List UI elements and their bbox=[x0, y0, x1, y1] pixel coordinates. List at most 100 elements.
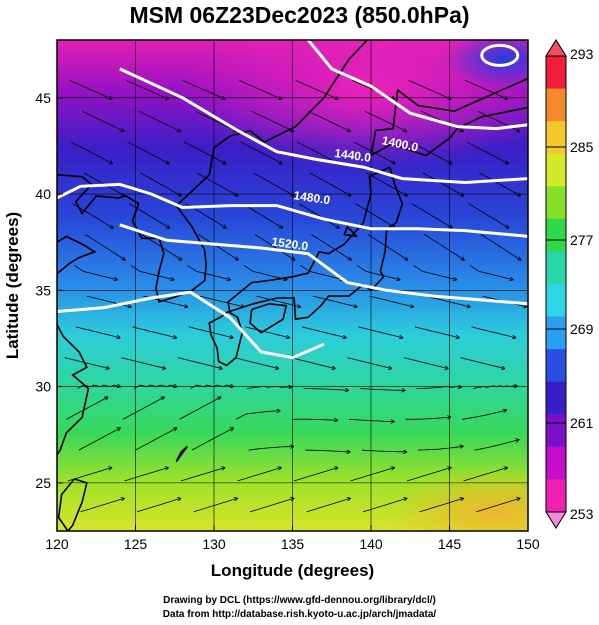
streamline bbox=[301, 326, 346, 338]
streamline bbox=[469, 264, 513, 279]
contour-label: 1440.0 bbox=[334, 146, 373, 165]
colorbar-band bbox=[546, 88, 566, 122]
credit-data-source: Data from http://database.rish.kyoto-u.a… bbox=[162, 609, 437, 620]
streamline bbox=[193, 498, 238, 513]
y-tick-label: 30 bbox=[35, 379, 51, 395]
colorbar-min-arrow bbox=[545, 511, 567, 529]
streamline bbox=[254, 234, 295, 261]
streamline bbox=[303, 388, 349, 391]
height-contour bbox=[57, 290, 325, 360]
streamline bbox=[67, 468, 112, 482]
streamline bbox=[245, 326, 289, 338]
y-axis-title: Latitude (degrees) bbox=[3, 212, 22, 359]
coastline bbox=[57, 235, 97, 275]
y-tick-label: 40 bbox=[35, 186, 51, 202]
colorbar-band bbox=[546, 414, 566, 448]
streamline bbox=[293, 468, 338, 482]
streamline bbox=[128, 203, 169, 228]
streamline bbox=[460, 357, 505, 369]
streamline bbox=[362, 498, 407, 513]
streamline bbox=[366, 172, 407, 196]
streamline bbox=[187, 264, 230, 279]
streamline bbox=[237, 468, 282, 482]
streamline bbox=[305, 449, 350, 452]
streamline bbox=[308, 110, 350, 131]
streamline bbox=[246, 386, 292, 388]
x-tick-label: 145 bbox=[438, 536, 462, 552]
colorbar-tick-label: 261 bbox=[570, 415, 594, 431]
colorbar-band bbox=[546, 349, 566, 383]
colorbar-band bbox=[546, 479, 566, 513]
streamline bbox=[179, 397, 221, 420]
streamline bbox=[240, 141, 282, 164]
streamline bbox=[300, 264, 343, 279]
streamline bbox=[81, 110, 124, 131]
coastline bbox=[57, 322, 90, 457]
streamline bbox=[75, 326, 120, 338]
streamline bbox=[476, 498, 520, 513]
streamline bbox=[70, 141, 112, 164]
colorbar-band bbox=[546, 218, 566, 253]
colorbar-band bbox=[546, 153, 566, 187]
streamline bbox=[406, 468, 451, 482]
streamline bbox=[424, 234, 464, 261]
colorbar: 293 285 277 269 261 253 bbox=[545, 39, 594, 529]
streamline bbox=[132, 326, 176, 338]
streamline bbox=[474, 440, 519, 451]
y-tick-label: 25 bbox=[35, 475, 51, 491]
streamline bbox=[290, 357, 335, 369]
streamline bbox=[358, 326, 402, 338]
contour-label: 1520.0 bbox=[271, 235, 310, 254]
streamline bbox=[468, 203, 508, 228]
streamline bbox=[361, 449, 407, 452]
credit-drawing: Drawing by DCL (https://www.gfd-dennou.o… bbox=[163, 595, 436, 606]
map-title: MSM 06Z23Dec2023 (850.0hPa) bbox=[129, 2, 470, 28]
streamline bbox=[425, 295, 470, 307]
streamline bbox=[141, 234, 182, 261]
streamline bbox=[465, 80, 507, 99]
x-tick-label: 140 bbox=[359, 536, 383, 552]
colorbar-band bbox=[546, 186, 566, 220]
colorbar-tick-label: 277 bbox=[570, 232, 594, 248]
streamline bbox=[72, 203, 113, 228]
streamline bbox=[138, 110, 181, 131]
coastline bbox=[57, 478, 88, 531]
streamline bbox=[122, 397, 164, 420]
streamline bbox=[253, 172, 294, 196]
streamline bbox=[256, 295, 300, 307]
coastline bbox=[343, 225, 358, 238]
streamline bbox=[74, 264, 117, 279]
streamline bbox=[403, 357, 448, 369]
streamline bbox=[243, 264, 287, 279]
streamline bbox=[188, 326, 233, 338]
y-tick-label: 35 bbox=[35, 282, 51, 298]
colorbar-band bbox=[546, 316, 566, 350]
height-contours bbox=[57, 40, 528, 360]
streamline bbox=[367, 234, 408, 261]
x-tick-label: 135 bbox=[281, 536, 305, 552]
streamline bbox=[356, 264, 400, 279]
height-contour bbox=[57, 182, 528, 238]
colorbar-tick-label: 269 bbox=[570, 321, 594, 337]
streamline bbox=[182, 80, 225, 99]
streamline bbox=[416, 387, 462, 389]
streamline bbox=[473, 386, 517, 389]
y-tick-label: 45 bbox=[35, 90, 51, 106]
streamline bbox=[311, 234, 351, 261]
streamline bbox=[414, 326, 459, 338]
streamline bbox=[195, 110, 237, 131]
streamline bbox=[135, 428, 177, 451]
streamline bbox=[408, 80, 451, 99]
colorbar-tick-label: 285 bbox=[570, 139, 594, 155]
streamline bbox=[184, 141, 225, 164]
colorbar-band bbox=[546, 284, 566, 318]
streamline bbox=[238, 80, 281, 99]
streamline bbox=[198, 234, 238, 261]
streamline bbox=[359, 388, 405, 391]
streamline bbox=[350, 468, 395, 482]
streamline bbox=[419, 498, 464, 513]
streamline bbox=[297, 141, 338, 164]
colorbar-band bbox=[546, 446, 566, 481]
x-axis-title: Longitude (degrees) bbox=[211, 561, 374, 580]
